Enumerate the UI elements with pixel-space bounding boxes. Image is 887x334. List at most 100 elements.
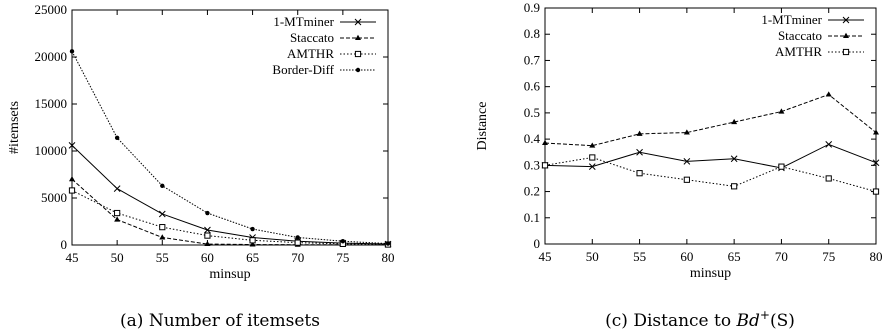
x-tick-label: 65	[728, 249, 741, 264]
chart-caption: (c) Distance to Bd+(S)	[605, 308, 795, 331]
chart-number-of-itemsets: 45 50 55 60 65 70 75 80 0 5000 10000 15000 20000 2500…	[7, 2, 395, 331]
y-tick-label: 0.6	[524, 79, 541, 94]
series-line-border-diff	[71, 51, 389, 245]
data-point	[825, 175, 832, 182]
data-point	[249, 237, 256, 244]
y-tick-label: 0.8	[524, 26, 540, 41]
y-tick-label: 0.1	[524, 210, 540, 225]
data-point	[683, 158, 691, 165]
data-point	[158, 210, 166, 218]
y-axis-label: #itemsets	[7, 101, 22, 154]
series-line-staccato	[544, 93, 877, 147]
caption-suffix: (S)	[770, 311, 795, 331]
series-line-1-mtminer	[71, 144, 389, 245]
data-point	[68, 187, 76, 194]
y-tick-label: 0.7	[524, 52, 541, 67]
x-tick-label: 50	[586, 249, 599, 264]
data-point	[731, 118, 738, 125]
y-tick-label: 20000	[35, 49, 68, 64]
legend-label: Staccato	[778, 28, 822, 43]
x-tick-label: 70	[775, 249, 788, 264]
x-tick-label: 55	[633, 249, 646, 264]
series-line-amthr	[544, 156, 877, 193]
caption-prefix: (c) Distance to	[605, 311, 736, 331]
caption-math: Bd	[736, 311, 760, 331]
data-point	[340, 239, 346, 244]
y-tick-label: 0	[61, 237, 68, 252]
data-point	[778, 108, 785, 114]
axis-ticks: 45 50 55 60 65 70 75 80 0 0.1 0.2 0.3 0.4 0.5 0.6 0.7 0.…	[524, 0, 883, 264]
data-point	[114, 135, 120, 141]
data-point	[683, 176, 690, 183]
legend-label: Staccato	[290, 30, 334, 45]
data-point	[588, 163, 596, 170]
series-group	[68, 49, 392, 248]
x-tick-label: 75	[336, 250, 349, 265]
data-point	[159, 224, 166, 231]
data-point	[68, 142, 76, 149]
data-point	[636, 130, 643, 136]
legend-marker	[355, 34, 361, 40]
data-point	[205, 210, 210, 216]
chart-caption: (a) Number of itemsets	[120, 311, 320, 331]
y-tick-label: 0	[534, 236, 541, 251]
x-tick-label: 55	[156, 250, 169, 265]
data-point	[69, 49, 75, 54]
data-point	[683, 129, 690, 135]
data-point	[825, 141, 833, 148]
x-tick-label: 45	[539, 249, 552, 264]
x-tick-label: 45	[66, 250, 79, 265]
x-tick-label: 50	[111, 250, 124, 265]
data-point	[872, 159, 880, 167]
series-line-1-mtminer	[544, 143, 877, 169]
legend-label: 1-MTminer	[761, 12, 822, 27]
data-point	[589, 142, 596, 148]
data-point	[159, 234, 166, 240]
data-point	[541, 162, 549, 169]
legend-marker	[354, 50, 362, 58]
y-tick-label: 5000	[41, 190, 67, 205]
data-point	[542, 139, 548, 146]
data-point	[249, 241, 256, 247]
x-tick-label: 65	[246, 250, 259, 265]
data-point	[636, 148, 643, 156]
data-point	[636, 170, 643, 177]
x-tick-label: 60	[680, 249, 693, 264]
plot-frame	[71, 9, 389, 246]
data-point	[204, 226, 211, 234]
data-point	[730, 155, 738, 163]
data-point	[589, 154, 596, 161]
y-tick-label: 0.2	[524, 184, 540, 199]
y-tick-label: 15000	[35, 96, 68, 111]
x-tick-label: 70	[291, 250, 304, 265]
data-point	[778, 163, 785, 170]
y-axis-label: Distance	[475, 102, 490, 151]
x-axis-label: minsup	[690, 266, 731, 281]
data-point	[114, 209, 121, 217]
data-point	[113, 185, 121, 192]
data-point	[385, 241, 391, 246]
series-group	[541, 91, 880, 195]
y-tick-label: 10000	[35, 143, 68, 158]
x-tick-label: 80	[382, 250, 395, 265]
y-tick-label: 0.3	[524, 157, 540, 172]
legend-marker	[354, 18, 362, 26]
axis-ticks: 45 50 55 60 65 70 75 80 0 5000 10000 15000 20000 2500…	[35, 2, 395, 265]
y-tick-label: 0.4	[524, 131, 541, 146]
legend-marker	[355, 67, 361, 73]
y-tick-label: 0.9	[524, 0, 540, 15]
data-point	[294, 239, 301, 246]
data-point	[250, 226, 255, 232]
legend-label: AMTHR	[775, 44, 822, 59]
x-axis-label: minsup	[209, 267, 250, 282]
data-point	[160, 183, 165, 188]
legend-label: 1-MTminer	[273, 14, 334, 29]
legend-label: AMTHR	[287, 46, 334, 61]
y-tick-label: 25000	[35, 2, 68, 17]
data-point	[295, 235, 300, 240]
series-line-staccato	[71, 178, 389, 246]
